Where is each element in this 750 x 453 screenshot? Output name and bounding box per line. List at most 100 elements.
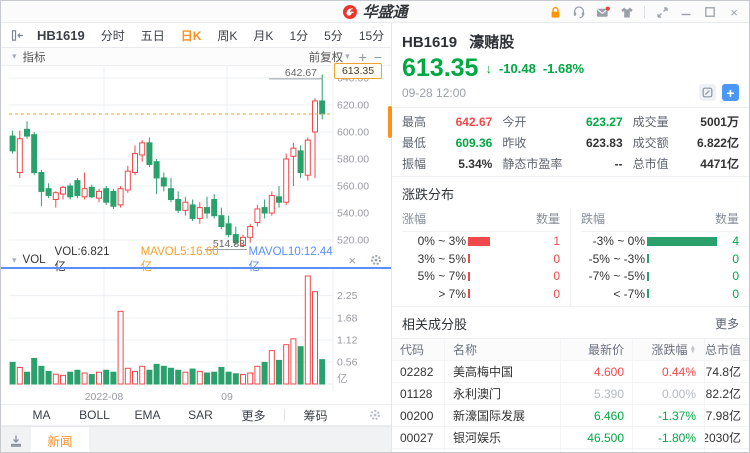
stock-change: -1.80% [632, 427, 704, 449]
stat-value: 4471亿 [700, 157, 739, 172]
logo-flame-icon [343, 4, 358, 19]
price-change: -10.48 [498, 60, 536, 76]
distribution-table: 涨幅 数量 0% ~ 3% 1 3% ~ 5% 0 5% ~ 7% 0 > 7% 0 跌幅 数量 -3… [392, 208, 749, 307]
volume-chart[interactable]: 2.25 1.68 1.12 0.56 亿 [1, 269, 391, 391]
stock-code: 00200 [400, 408, 434, 423]
tabbar-divider [284, 409, 285, 421]
tab-wuri[interactable]: 五日 [140, 28, 165, 43]
save-snapshot-icon[interactable] [1, 427, 31, 452]
stock-name: 新濠国际发展 [444, 405, 560, 427]
stock-code: 00027 [400, 430, 434, 445]
tab-more-indicators[interactable]: 更多 [241, 408, 266, 423]
stock-change: 0.00% [632, 383, 704, 405]
indicator-tab-bar: MA BOLL EMA SAR 更多 筹码 [1, 404, 391, 426]
indicator-settings-icon[interactable] [370, 254, 382, 266]
tab-zhouk[interactable]: 周K [217, 28, 238, 43]
tab-1min[interactable]: 1分 [289, 28, 309, 43]
col-cap[interactable]: 总市值 [704, 339, 749, 361]
col-price[interactable]: 最新价 [560, 339, 632, 361]
components-more-link[interactable]: 更多 [714, 317, 739, 332]
collapse-left-panel-icon[interactable] [11, 29, 24, 42]
distribution-up-column: 涨幅 数量 0% ~ 3% 1 3% ~ 5% 0 5% ~ 7% 0 > 7% 0 [392, 208, 570, 306]
stat-value: 5001万 [700, 115, 739, 130]
distribution-section-title: 涨跌分布 [392, 176, 749, 208]
stock-cap: 2030亿 [704, 427, 749, 449]
dock-panel-icon[interactable] [655, 5, 669, 19]
maximize-button[interactable] [703, 5, 717, 19]
stat-value: 5.34% [458, 156, 493, 171]
quote-time-row: 09-28 12:00 + [392, 81, 749, 107]
quote-price-row: 613.35 ↓ -10.48 -1.68% [392, 52, 749, 82]
stock-name: 银河娱乐 [444, 427, 560, 449]
volume-collapse-icon[interactable]: ▾ [12, 254, 17, 265]
tab-5min[interactable]: 5分 [324, 28, 343, 43]
stock-cap: 1671亿 [704, 449, 749, 452]
memo-icon[interactable] [699, 84, 716, 102]
indicator-collapse-icon[interactable]: ▾ [12, 51, 17, 61]
adjust-mode-label[interactable]: 前复权 [308, 51, 344, 64]
dist-row: 5% ~ 7% 0 [417, 269, 560, 283]
titlebar-divider [644, 6, 645, 18]
tab-boll[interactable]: BOLL [79, 408, 110, 422]
chart-symbol-label: HB1619 [37, 27, 85, 43]
component-stock-row[interactable]: 01928金沙中国有限公司20.650-1.90%1671亿 [392, 448, 749, 452]
dist-bar [468, 236, 490, 246]
quote-panel: HB1619 濠赌股 613.35 ↓ -10.48 -1.68% 09-28 … [391, 23, 749, 452]
stat-label: 成交量 [632, 115, 669, 130]
indicator-label: 指标 [22, 51, 46, 64]
mail-icon[interactable] [596, 5, 610, 19]
svg-text:2.25: 2.25 [337, 290, 358, 302]
stock-change: -1.37% [632, 405, 704, 427]
tab-sar[interactable]: SAR [188, 408, 213, 422]
volume-indicator-name[interactable]: VOL [22, 254, 46, 266]
volume-header: ▾ VOL VOL:6.821亿 MAVOL5:16.60亿 MAVOL10:1… [1, 246, 391, 273]
components-header-row: 代码 名称 最新价 涨跌幅 ▲ ▼ 总市值 [392, 338, 749, 361]
tab-yuek[interactable]: 月K [253, 28, 274, 43]
panel-splitter-handle[interactable] [388, 106, 392, 138]
minimize-button[interactable] [679, 5, 693, 19]
dist-row: 3% ~ 5% 0 [417, 251, 560, 266]
stat-label: 最低 [402, 136, 427, 151]
add-watchlist-button[interactable]: + [722, 84, 739, 102]
tab-15min[interactable]: 15分 [358, 28, 385, 43]
title-bar-icons: × [548, 1, 741, 23]
svg-text:642.67: 642.67 [285, 67, 317, 79]
dist-count: 4 [732, 234, 739, 248]
candlestick-chart[interactable]: 640.00620.00600.00580.00560.00540.00520.… [1, 66, 391, 251]
tabbar-settings-icon[interactable] [369, 409, 381, 421]
dist-count: 0 [732, 269, 739, 283]
tab-news[interactable]: 新闻 [31, 427, 89, 452]
col-change[interactable]: 涨跌幅 ▲ ▼ [632, 339, 704, 361]
adjust-mode-caret-icon[interactable]: ▾ [345, 51, 350, 61]
customer-service-icon[interactable] [572, 5, 586, 19]
remove-indicator-icon[interactable]: × [348, 252, 356, 268]
tab-chouma[interactable]: 筹码 [303, 408, 328, 423]
lock-icon[interactable] [548, 5, 562, 19]
tab-ema[interactable]: EMA [134, 408, 161, 422]
dist-count: 0 [553, 251, 560, 266]
stock-change: 0.44% [632, 361, 704, 383]
dist-row: -7% ~ -5% 0 [588, 269, 739, 283]
component-stock-row[interactable]: 00027 银河娱乐 46.500 -1.80% 2030亿 [392, 426, 749, 449]
components-title-text: 相关成分股 [402, 317, 468, 333]
zoom-in-button[interactable]: + [358, 48, 367, 65]
tab-rik[interactable]: 日K [180, 28, 202, 43]
tab-ma[interactable]: MA [32, 408, 51, 422]
dist-count: 0 [732, 286, 739, 301]
logo-text: 华盛通 [362, 4, 408, 21]
tab-fenshi[interactable]: 分时 [100, 28, 125, 43]
quote-name: 濠赌股 [469, 34, 515, 51]
stock-name: 永利澳门 [444, 383, 560, 405]
svg-text:580.00: 580.00 [337, 154, 369, 166]
quote-datetime: 09-28 12:00 [402, 85, 467, 100]
distribution-title-text: 涨跌分布 [402, 187, 455, 203]
zoom-out-button[interactable]: − [373, 48, 382, 65]
svg-text:1.68: 1.68 [337, 313, 358, 325]
dist-count: 0 [732, 251, 739, 266]
close-button[interactable]: × [730, 4, 738, 20]
shirt-icon[interactable] [620, 5, 634, 19]
